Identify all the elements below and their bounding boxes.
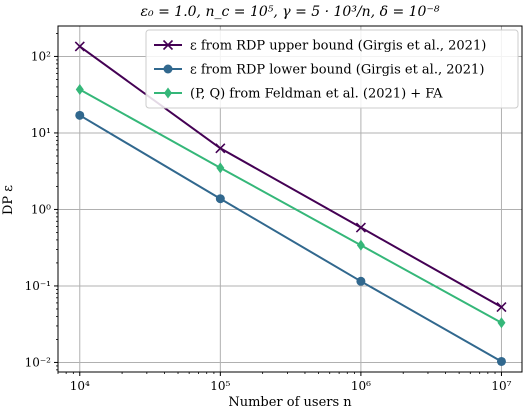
series-3	[75, 83, 506, 329]
series-2	[75, 110, 506, 366]
data-point	[496, 356, 506, 366]
data-point	[75, 83, 84, 95]
legend-marker	[162, 39, 174, 51]
legend-box	[145, 29, 519, 109]
ticks: 10⁴ 10⁵ 10⁶ 10⁷ 10⁻² 10⁻¹ 10⁰ 10¹ 10²	[25, 33, 512, 393]
chart-title: ε₀ = 1.0, n_c = 10⁵, γ = 5 · 10³/n, δ = …	[141, 4, 440, 20]
y-tick-label: 10⁻¹	[25, 279, 51, 293]
y-tick-label: 10⁰	[31, 202, 51, 216]
data-point	[356, 276, 366, 286]
x-tick-label: 10⁷	[491, 379, 511, 393]
data-point	[496, 301, 507, 313]
data-point	[497, 317, 506, 329]
legend-label: (P, Q) from Feldman et al. (2021) + FA	[190, 87, 443, 102]
data-point	[74, 41, 85, 52]
legend-label: ε from RDP upper bound (Girgis et al., 2…	[190, 39, 486, 54]
series-line	[79, 114, 502, 363]
legend-marker	[164, 87, 172, 99]
legend-entry: ε from RDP lower bound (Girgis et al., 2…	[154, 63, 484, 78]
x-tick-label: 10⁶	[351, 379, 371, 393]
legend-label: ε from RDP lower bound (Girgis et al., 2…	[190, 63, 484, 78]
legend: ε from RDP upper bound (Girgis et al., 2…	[145, 29, 519, 109]
y-axis-label: DP ε	[1, 185, 16, 215]
y-tick-label: 10⁻²	[25, 355, 52, 369]
series-line	[79, 88, 502, 324]
data-point	[356, 239, 365, 251]
y-tick-label: 10²	[31, 49, 51, 63]
data-point	[355, 222, 366, 233]
x-tick-label: 10⁴	[70, 379, 90, 393]
data-point	[215, 194, 225, 204]
legend-entry: ε from RDP upper bound (Girgis et al., 2…	[154, 39, 486, 54]
data-point	[216, 162, 225, 174]
x-tick-label: 10⁵	[210, 379, 230, 393]
plot-frame	[57, 25, 523, 373]
legend-entry: (P, Q) from Feldman et al. (2021) + FA	[154, 87, 443, 102]
data-point	[215, 143, 226, 154]
data-point	[75, 110, 85, 120]
y-tick-label: 10¹	[31, 126, 51, 140]
x-axis-label: Number of users n	[228, 395, 352, 410]
legend-marker	[163, 64, 173, 74]
